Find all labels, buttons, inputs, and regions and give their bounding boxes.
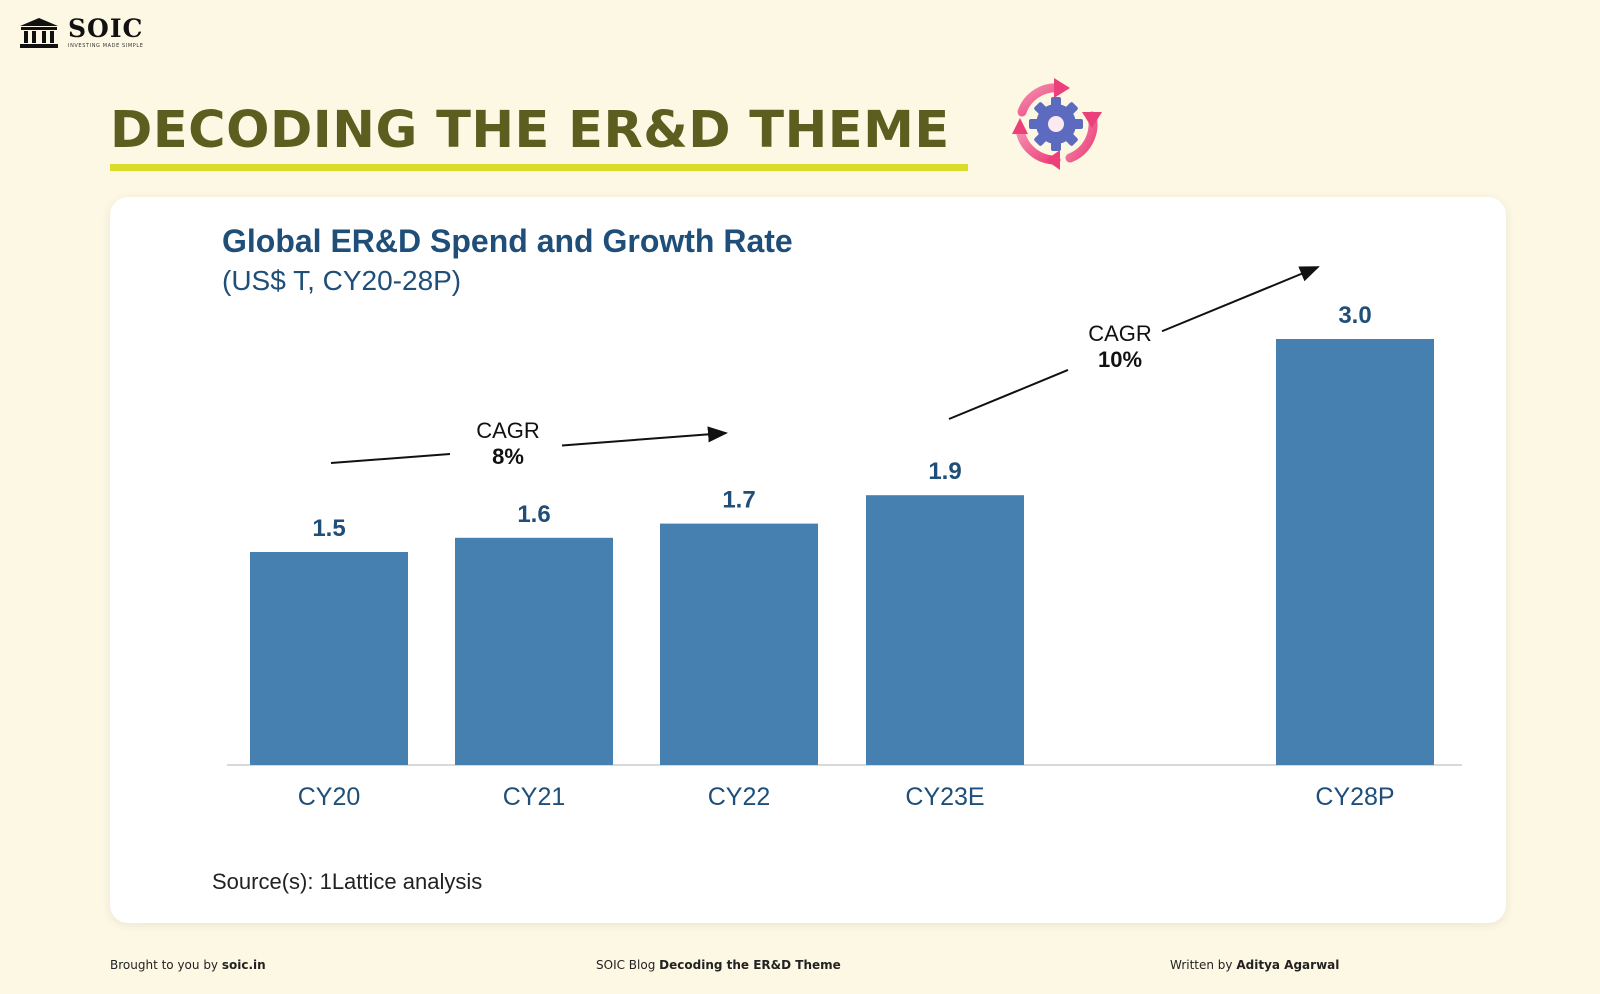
bar-cy21 [455, 537, 613, 765]
data-label-cy22: 1.7 [722, 487, 755, 514]
cagr-value-1: 8% [492, 444, 524, 469]
chart-card: Global ER&D Spend and Growth Rate (US$ T… [110, 197, 1506, 923]
cagr-label-1: CAGR [476, 418, 540, 443]
x-tick-cy21: CY21 [503, 783, 566, 811]
x-tick-cy22: CY22 [708, 783, 771, 811]
title-underline [110, 164, 968, 171]
chart-title: Global ER&D Spend and Growth Rate [222, 223, 793, 259]
cagr-arrow-1-tail [330, 452, 451, 464]
footer-author-prefix: Written by [1170, 958, 1233, 972]
footer-site-link[interactable]: soic.in [221, 958, 266, 972]
bank-building-icon [20, 17, 58, 48]
footer-author-name: Aditya Agarwal [1236, 958, 1340, 972]
data-label-cy28p: 3.0 [1338, 302, 1371, 329]
page-title: DECODING THE ER&D THEME [110, 101, 950, 160]
bar-chart: 1.5 CY20 1.6 CY21 1.7 CY22 1.9 CY23E 3.0 CY28P CAG… [227, 266, 1462, 811]
footer-blog-prefix: SOIC Blog [596, 958, 656, 972]
data-label-cy21: 1.6 [517, 501, 550, 528]
x-tick-cy20: CY20 [298, 783, 361, 811]
bar-cy20 [250, 552, 408, 765]
cagr-arrow-1-head [561, 426, 728, 447]
footer-credit-prefix: Brought to you by [110, 958, 219, 972]
chart-subtitle: (US$ T, CY20-28P) [222, 265, 462, 296]
gear-cycle-icon [1012, 78, 1102, 170]
footer-credit: Brought to you by soic.in [110, 958, 266, 972]
data-label-cy20: 1.5 [312, 515, 345, 542]
brand-logo[interactable]: SOIC INVESTING MADE SIMPLE [18, 16, 144, 49]
footer-blog: SOIC Blog Decoding the ER&D Theme [596, 958, 841, 972]
x-tick-cy23e: CY23E [905, 783, 984, 811]
footer-author: Written by Aditya Agarwal [1170, 958, 1339, 972]
bar-cy23e [866, 495, 1024, 765]
x-tick-cy28p: CY28P [1315, 783, 1394, 811]
bar-cy28p [1276, 339, 1434, 765]
cagr-arrow-2-head [1161, 266, 1320, 333]
brand-tagline: INVESTING MADE SIMPLE [68, 43, 144, 49]
cagr-value-2: 10% [1098, 347, 1142, 372]
bar-cy22 [660, 523, 818, 765]
cagr-label-2: CAGR [1088, 321, 1152, 346]
footer-blog-title: Decoding the ER&D Theme [659, 958, 841, 972]
data-label-cy23e: 1.9 [928, 458, 961, 485]
brand-name: SOIC [68, 14, 144, 43]
cagr-arrow-2-tail [948, 369, 1069, 420]
chart-source: Source(s): 1Lattice analysis [212, 869, 483, 894]
